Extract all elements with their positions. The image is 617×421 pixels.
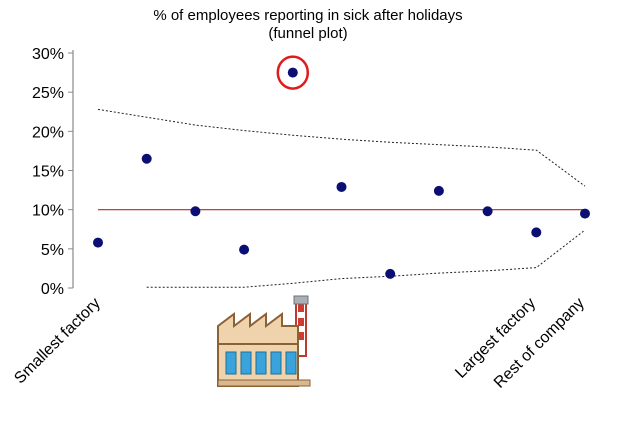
funnel-limit-lines — [97, 108, 586, 288]
data-point — [482, 206, 493, 217]
data-point — [531, 227, 542, 238]
data-point — [93, 237, 103, 248]
y-tick-label: 25% — [32, 85, 64, 102]
y-tick-label: 5% — [41, 242, 64, 259]
data-point — [336, 181, 347, 192]
y-tick-label: 0% — [41, 281, 64, 298]
y-tick-label: 15% — [32, 164, 64, 181]
data-point — [580, 208, 590, 219]
y-tick-label: 20% — [32, 124, 64, 141]
data-points — [93, 55, 590, 279]
y-tick-label: 10% — [32, 203, 64, 220]
chart-title: % of employees reporting in sick after h… — [153, 7, 462, 24]
data-point — [239, 244, 250, 255]
data-point — [190, 206, 201, 217]
lower-control-limit — [146, 229, 586, 288]
data-point — [433, 185, 444, 196]
highlight-ring — [276, 55, 310, 90]
data-point — [141, 153, 152, 164]
x-tick-label: Largest factory — [452, 295, 539, 382]
data-point — [287, 67, 298, 78]
x-tick-label: Rest of company — [491, 295, 588, 392]
data-point — [385, 268, 396, 279]
chart-subtitle: (funnel plot) — [268, 25, 347, 42]
upper-control-limit — [97, 108, 586, 187]
y-tick-label: 30% — [32, 46, 64, 63]
y-tick-group: 30% 25% 20% 15% 10% 5% 0% — [32, 46, 73, 298]
x-tick-label: Smallest factory — [11, 295, 103, 387]
factory-icon — [217, 295, 311, 387]
